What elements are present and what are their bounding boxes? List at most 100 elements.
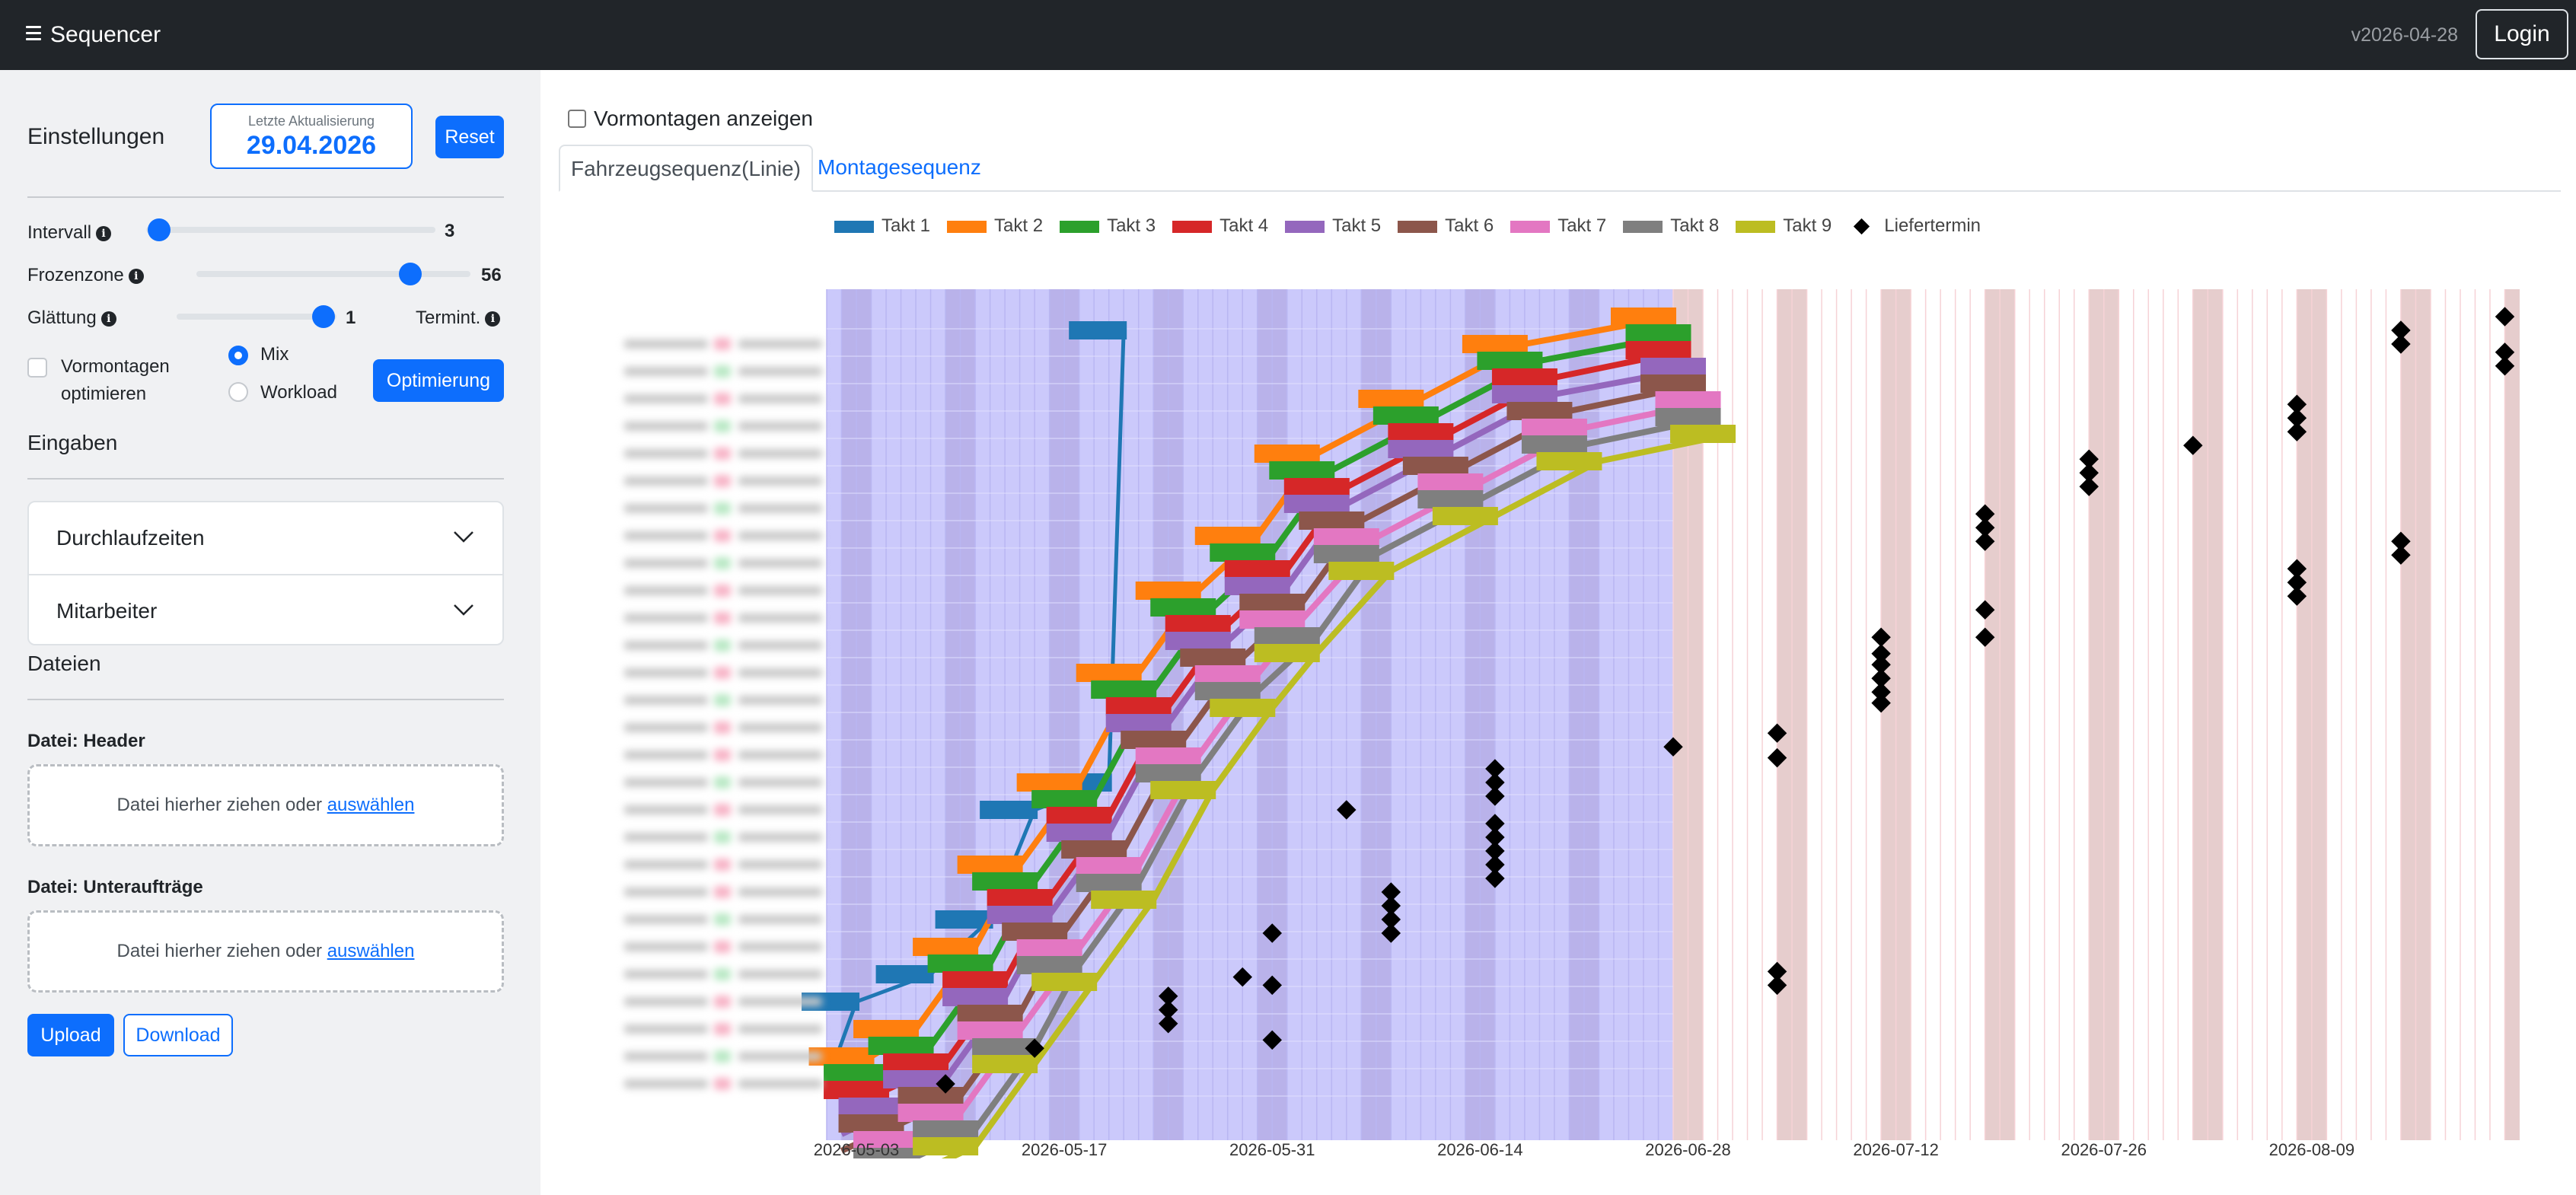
info-icon[interactable]: i	[100, 311, 116, 327]
smoothing-slider[interactable]	[177, 314, 336, 320]
takt-block	[838, 1098, 904, 1116]
takt-block	[1046, 824, 1112, 842]
takt-1-step	[1069, 321, 1127, 339]
legend-item[interactable]: Takt 3	[1060, 215, 1156, 237]
last-update-box: Letzte Aktualisierung 29.04.2026	[210, 104, 413, 169]
vormontagen-optimize-checkbox[interactable]	[27, 358, 47, 378]
takt-block	[853, 1148, 920, 1158]
takt-block	[972, 872, 1038, 891]
legend-swatch	[1398, 220, 1438, 233]
smoothing-slider-thumb[interactable]	[312, 305, 335, 328]
legend-item[interactable]: Takt 7	[1510, 215, 1606, 237]
last-update-value: 29.04.2026	[246, 131, 377, 160]
legend-item[interactable]: Takt 2	[947, 215, 1043, 237]
accordion-durchlaufzeiten[interactable]: Durchlaufzeiten	[29, 502, 502, 574]
weekend-band	[1881, 289, 1896, 1140]
weekend-band	[2297, 289, 2312, 1140]
weekend-band	[2208, 289, 2223, 1140]
weekend-band	[1777, 289, 1793, 1140]
y-axis-label	[624, 639, 828, 652]
interval-slider[interactable]	[146, 227, 435, 233]
weekend-band	[1361, 289, 1376, 1140]
radio-mix[interactable]	[228, 346, 248, 365]
takt-block	[927, 954, 993, 973]
radio-mix-label: Mix	[260, 344, 289, 365]
info-icon[interactable]: i	[128, 268, 144, 284]
legend-swatch	[1623, 220, 1663, 233]
radio-workload[interactable]	[228, 382, 248, 402]
info-icon[interactable]: i	[485, 311, 501, 327]
takt-block	[1655, 391, 1721, 409]
legend-item[interactable]: Takt 6	[1398, 215, 1494, 237]
x-tick-label: 2026-05-31	[1229, 1140, 1315, 1158]
takt-block	[1417, 473, 1484, 492]
takt-block	[1432, 507, 1498, 525]
weekend-band	[1895, 289, 1911, 1140]
show-vormontagen-checkbox[interactable]	[568, 110, 586, 128]
takt-block	[1210, 699, 1276, 717]
interval-slider-thumb[interactable]	[148, 218, 171, 241]
takt-block	[1076, 857, 1142, 875]
x-tick-label: 2026-07-26	[2061, 1140, 2147, 1158]
tab-fahrzeugsequenz[interactable]: Fahrzeugsequenz(Linie)	[559, 145, 813, 192]
frozenzone-slider[interactable]	[196, 271, 470, 277]
reset-button[interactable]: Reset	[435, 116, 504, 158]
menu-icon[interactable]	[26, 26, 41, 43]
takt-block	[957, 856, 1023, 874]
accordion-mitarbeiter[interactable]: Mitarbeiter	[29, 574, 502, 644]
takt-block	[1521, 435, 1587, 454]
legend-item[interactable]: Takt 9	[1736, 215, 1832, 237]
legend-item[interactable]: Takt 8	[1623, 215, 1719, 237]
y-axis-label	[624, 749, 828, 761]
login-button[interactable]: Login	[2476, 9, 2568, 59]
frozenzone-label: Frozenzone	[27, 265, 124, 285]
legend-item[interactable]: Takt 5	[1285, 215, 1381, 237]
optimize-button[interactable]: Optimierung	[373, 359, 504, 402]
takt-block	[1031, 973, 1098, 991]
legend-item[interactable]: Takt 4	[1172, 215, 1268, 237]
weekend-band	[2089, 289, 2104, 1140]
takt-block	[1388, 423, 1454, 441]
file-header-label: Datei: Header	[27, 731, 145, 751]
frozenzone-slider-thumb[interactable]	[399, 263, 422, 285]
takt-block	[1506, 402, 1573, 420]
app-title: Sequencer	[50, 22, 161, 47]
file-header-dropzone[interactable]: Datei hierher ziehen oder auswählen	[27, 764, 504, 846]
legend-label: Liefertermin	[1884, 215, 1981, 236]
weekend-band	[1583, 289, 1599, 1140]
takt-block	[1402, 457, 1468, 475]
takt-block	[1239, 594, 1306, 612]
info-icon[interactable]: i	[96, 225, 112, 241]
takt-block	[1283, 478, 1350, 496]
dropzone-select-link[interactable]: auswählen	[327, 941, 415, 961]
chevron-down-icon[interactable]	[452, 525, 475, 548]
y-axis-label	[624, 393, 828, 405]
legend-item[interactable]: Takt 1	[834, 215, 930, 237]
file-subjobs-dropzone[interactable]: Datei hierher ziehen oder auswählen	[27, 910, 504, 993]
weekend-band	[1688, 289, 1704, 1140]
takt-block	[1521, 419, 1587, 437]
y-axis-label	[624, 886, 828, 898]
takt-block	[1076, 664, 1142, 682]
weekend-band	[2311, 289, 2327, 1140]
y-axis-label	[624, 338, 828, 350]
download-button[interactable]: Download	[123, 1014, 233, 1056]
takt-block	[1611, 308, 1676, 326]
takt-block	[1254, 627, 1320, 645]
takt-block	[1477, 352, 1543, 370]
y-axis-label	[624, 694, 828, 706]
legend-item[interactable]: Liefertermin	[1848, 215, 1981, 237]
takt-block	[1046, 807, 1112, 825]
takt-block	[1670, 425, 1736, 443]
y-axis-label	[624, 1023, 828, 1035]
dropzone-select-link[interactable]: auswählen	[327, 795, 415, 815]
legend-label: Takt 9	[1783, 215, 1832, 236]
chevron-down-icon[interactable]	[452, 598, 475, 621]
liefertermin-marker	[1975, 627, 1995, 647]
takt-block	[1135, 764, 1201, 782]
upload-button[interactable]: Upload	[27, 1014, 114, 1056]
takt-block	[1105, 714, 1172, 732]
legend-swatch	[834, 220, 874, 233]
tab-montagesequenz[interactable]: Montagesequenz	[818, 155, 981, 179]
legend-label: Takt 6	[1445, 215, 1494, 236]
